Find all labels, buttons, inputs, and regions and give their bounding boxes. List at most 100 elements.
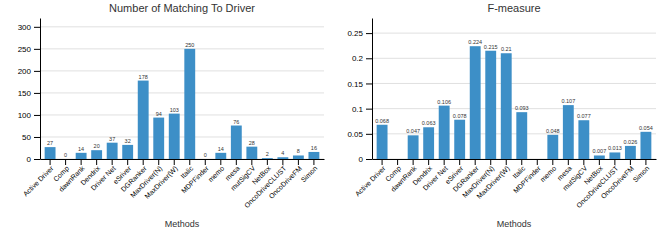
y-tick-mark <box>34 159 40 160</box>
y-tick-mark <box>34 27 40 28</box>
x-tick: Simon <box>300 159 319 184</box>
x-tick-label: OncoDriveFM <box>268 164 304 200</box>
bar <box>625 146 636 159</box>
data-label: 0.026 <box>624 139 638 145</box>
x-tick-label: Simon <box>300 165 319 184</box>
x-tick-mark <box>313 159 314 165</box>
x-tick-label: Active Driver <box>354 164 387 197</box>
x-tick-mark <box>583 159 584 165</box>
x-tick-mark <box>282 159 283 165</box>
x-tick: Simon <box>632 159 651 184</box>
bar <box>153 118 164 159</box>
x-tick-mark <box>537 159 538 165</box>
x-tick: MDPFinder <box>512 159 542 195</box>
bar <box>501 53 512 159</box>
y-tick-mark <box>366 58 372 59</box>
bar <box>122 145 133 159</box>
data-label: 250 <box>185 42 194 48</box>
data-label: 28 <box>249 140 255 146</box>
y-tick-mark <box>34 115 40 116</box>
bar <box>200 159 211 160</box>
data-label: 76 <box>233 119 239 125</box>
bar <box>454 120 465 159</box>
data-label: 0.093 <box>515 105 529 111</box>
x-tick-mark <box>96 159 97 165</box>
data-label: 8 <box>297 148 300 154</box>
y-tick: 0 <box>359 155 372 164</box>
data-label: 2 <box>266 151 269 157</box>
bar <box>277 157 288 159</box>
x-tick-label: MDPFinder <box>512 164 542 194</box>
grid-line <box>40 48 324 49</box>
chart-svg: 050100150200250300Active DriverCompdawnR… <box>0 0 664 231</box>
bar <box>45 147 56 159</box>
bar <box>516 112 527 159</box>
x-tick: MDPFinder <box>180 159 210 195</box>
x-tick-mark <box>490 159 491 165</box>
bar <box>423 127 434 159</box>
x-axis: Active DriverCompdawnRankDendrixDriver N… <box>354 159 657 209</box>
grid <box>372 33 656 159</box>
bar <box>293 155 304 159</box>
x-axis-line <box>41 159 325 160</box>
x-tick-mark <box>645 159 646 165</box>
x-tick: mutSigCV <box>229 159 257 193</box>
x-tick-mark <box>205 159 206 165</box>
x-tick: Active Driver <box>22 159 55 198</box>
y-tick-label: 300 <box>18 23 32 32</box>
bar <box>578 120 589 159</box>
y-tick: 0 <box>27 155 40 164</box>
grid-line <box>40 26 324 27</box>
bar <box>377 125 388 159</box>
data-label: 0.007 <box>592 148 606 154</box>
data-labels: 0.0680.0470.0630.1060.0780.2240.2150.210… <box>375 39 653 154</box>
bar <box>184 49 195 159</box>
bar <box>640 132 651 159</box>
data-label: 0.107 <box>561 98 575 104</box>
y-tick: 250 <box>18 45 40 54</box>
y-tick-label: 0 <box>27 155 32 164</box>
data-label: 16 <box>311 145 317 151</box>
data-label: 178 <box>139 74 148 80</box>
x-tick-mark <box>475 159 476 165</box>
x-tick-label: OncoDriveFM <box>600 164 636 200</box>
grid-line <box>372 33 656 34</box>
x-tick-mark <box>220 159 221 165</box>
y-tick-label: 0.25 <box>347 29 363 38</box>
x-tick: dawnRank <box>389 159 418 193</box>
x-tick-label: MDPFinder <box>180 164 210 194</box>
y-tick: 0.25 <box>347 29 372 38</box>
x-tick-label: MaxDriver(W) <box>475 165 511 201</box>
x-tick-mark <box>158 159 159 165</box>
x-tick: memo <box>207 159 226 183</box>
x-tick-label: memo <box>539 165 558 184</box>
data-label: 0.215 <box>484 44 498 50</box>
x-tick-mark <box>552 159 553 165</box>
x-tick: dawnRank <box>57 159 86 193</box>
data-label: 0.078 <box>453 113 467 119</box>
x-tick-mark <box>143 159 144 165</box>
bar <box>609 152 620 159</box>
grid-line <box>372 58 656 59</box>
grid <box>40 27 324 159</box>
data-label: 103 <box>170 107 179 113</box>
bar <box>215 153 226 159</box>
bar <box>470 46 481 159</box>
x-tick-mark <box>50 159 51 165</box>
x-axis-title: Methods <box>497 219 532 229</box>
data-label: 0.048 <box>546 128 560 134</box>
y-tick-mark <box>366 83 372 84</box>
y-tick-label: 150 <box>18 89 32 98</box>
x-tick: OncoDriveFM <box>600 159 636 200</box>
x-tick-mark <box>428 159 429 165</box>
bar <box>532 159 543 160</box>
data-label: 0.106 <box>437 99 451 105</box>
x-tick-mark <box>251 159 252 165</box>
data-label: 14 <box>218 146 224 152</box>
bar <box>76 153 87 159</box>
data-label: 0.21 <box>501 46 512 52</box>
bar <box>308 152 319 159</box>
x-tick-mark <box>236 159 237 165</box>
grid-line <box>40 114 324 115</box>
bar <box>246 147 257 159</box>
